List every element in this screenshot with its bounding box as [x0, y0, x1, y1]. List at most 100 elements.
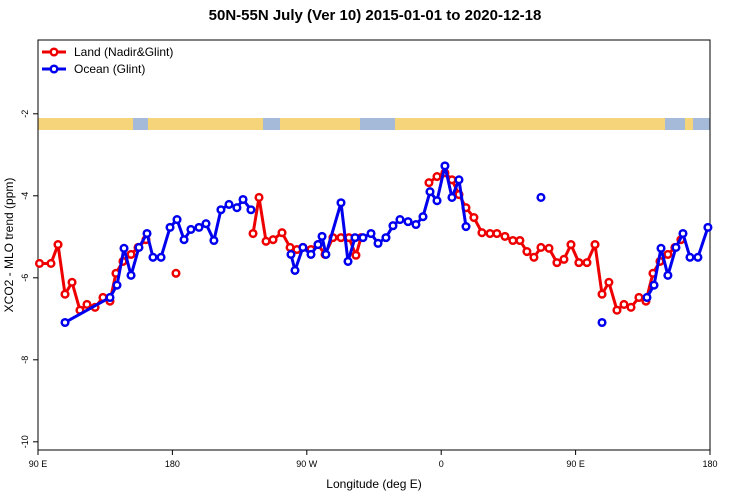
- data-point: [366, 228, 376, 239]
- data-point: [432, 196, 442, 206]
- data-point: [536, 242, 546, 253]
- data-point: [373, 238, 383, 248]
- data-point: [126, 270, 136, 280]
- data-point: [306, 249, 316, 259]
- data-point: [165, 222, 175, 232]
- data-point: [46, 258, 56, 269]
- data-point: [142, 228, 152, 239]
- data-point: [425, 187, 435, 197]
- legend-label: Ocean (Glint): [74, 62, 145, 76]
- data-point: [285, 242, 295, 253]
- y-tick-label: -6: [20, 274, 30, 282]
- data-point: [515, 235, 525, 246]
- data-point: [597, 289, 607, 299]
- data-point: [201, 219, 211, 229]
- data-point: [34, 258, 45, 269]
- data-point: [268, 235, 278, 245]
- data-point: [254, 192, 264, 202]
- chart-title: 50N-55N July (Ver 10) 2015-01-01 to 2020…: [209, 7, 542, 24]
- x-tick-label: 90 E: [29, 459, 48, 469]
- data-point: [216, 205, 226, 215]
- data-point: [317, 231, 327, 241]
- data-point: [500, 231, 510, 241]
- data-point: [432, 171, 442, 182]
- data-point: [60, 289, 70, 299]
- data-point: [566, 240, 576, 250]
- data-point: [685, 252, 695, 262]
- data-point: [619, 299, 629, 310]
- data-point: [248, 228, 258, 239]
- legend-marker: [49, 47, 59, 57]
- data-point: [351, 250, 361, 260]
- y-tick-label: -2: [20, 110, 30, 118]
- data-point: [194, 222, 204, 232]
- data-point: [612, 305, 622, 315]
- data-point: [238, 194, 248, 205]
- data-point: [209, 235, 219, 246]
- legend-label: Land (Nadir&Glint): [74, 45, 173, 59]
- data-point: [350, 233, 360, 243]
- data-point: [424, 178, 434, 188]
- data-point: [232, 203, 242, 213]
- data-point: [224, 199, 234, 209]
- data-point: [469, 212, 479, 223]
- data-point: [53, 240, 63, 250]
- data-point: [277, 228, 287, 238]
- data-point: [454, 175, 464, 185]
- data-point: [313, 240, 323, 250]
- data-point: [529, 252, 539, 262]
- data-point: [336, 233, 346, 243]
- data-point: [82, 299, 92, 310]
- data-point: [321, 249, 331, 259]
- y-tick-label: -4: [20, 192, 30, 200]
- data-point: [508, 235, 518, 246]
- x-tick-label: 180: [165, 459, 180, 469]
- data-point: [536, 192, 546, 202]
- series-line: [64, 164, 710, 324]
- data-point: [634, 292, 644, 303]
- data-point: [112, 280, 122, 290]
- data-point: [171, 268, 181, 278]
- data-point: [649, 280, 659, 290]
- data-point: [642, 292, 652, 303]
- data-point: [552, 258, 562, 268]
- data-point: [403, 217, 413, 227]
- map-strip: [38, 118, 710, 130]
- data-point: [411, 219, 421, 230]
- y-axis-label: XCO2 - MLO trend (ppm): [2, 178, 16, 313]
- data-point: [418, 212, 428, 222]
- data-point: [461, 222, 471, 232]
- data-point: [485, 228, 495, 239]
- data-point: [663, 270, 673, 280]
- data-point: [559, 254, 569, 264]
- data-point: [492, 228, 502, 239]
- x-tick-label: 90 E: [566, 459, 585, 469]
- data-point: [395, 215, 405, 225]
- data-point: [186, 224, 196, 234]
- data-point: [663, 249, 673, 259]
- data-point: [105, 292, 115, 303]
- data-point: [156, 252, 166, 262]
- data-point: [574, 258, 584, 268]
- data-point: [134, 242, 144, 253]
- data-point: [67, 277, 77, 287]
- data-point: [671, 242, 681, 253]
- data-point: [126, 249, 136, 259]
- data-point: [290, 265, 300, 275]
- data-point: [246, 205, 256, 215]
- data-point: [604, 277, 614, 287]
- data-point: [60, 317, 70, 328]
- data-point: [626, 302, 636, 312]
- x-axis-label: Longitude (deg E): [326, 477, 421, 491]
- data-point: [590, 240, 600, 250]
- x-tick-label: 0: [439, 459, 444, 469]
- data-point: [440, 161, 450, 171]
- data-point: [477, 228, 487, 238]
- data-point: [336, 198, 346, 208]
- data-point: [544, 243, 554, 253]
- data-point: [119, 243, 129, 253]
- data-point: [522, 247, 532, 257]
- data-point: [582, 258, 592, 268]
- y-tick-label: -10: [20, 435, 30, 448]
